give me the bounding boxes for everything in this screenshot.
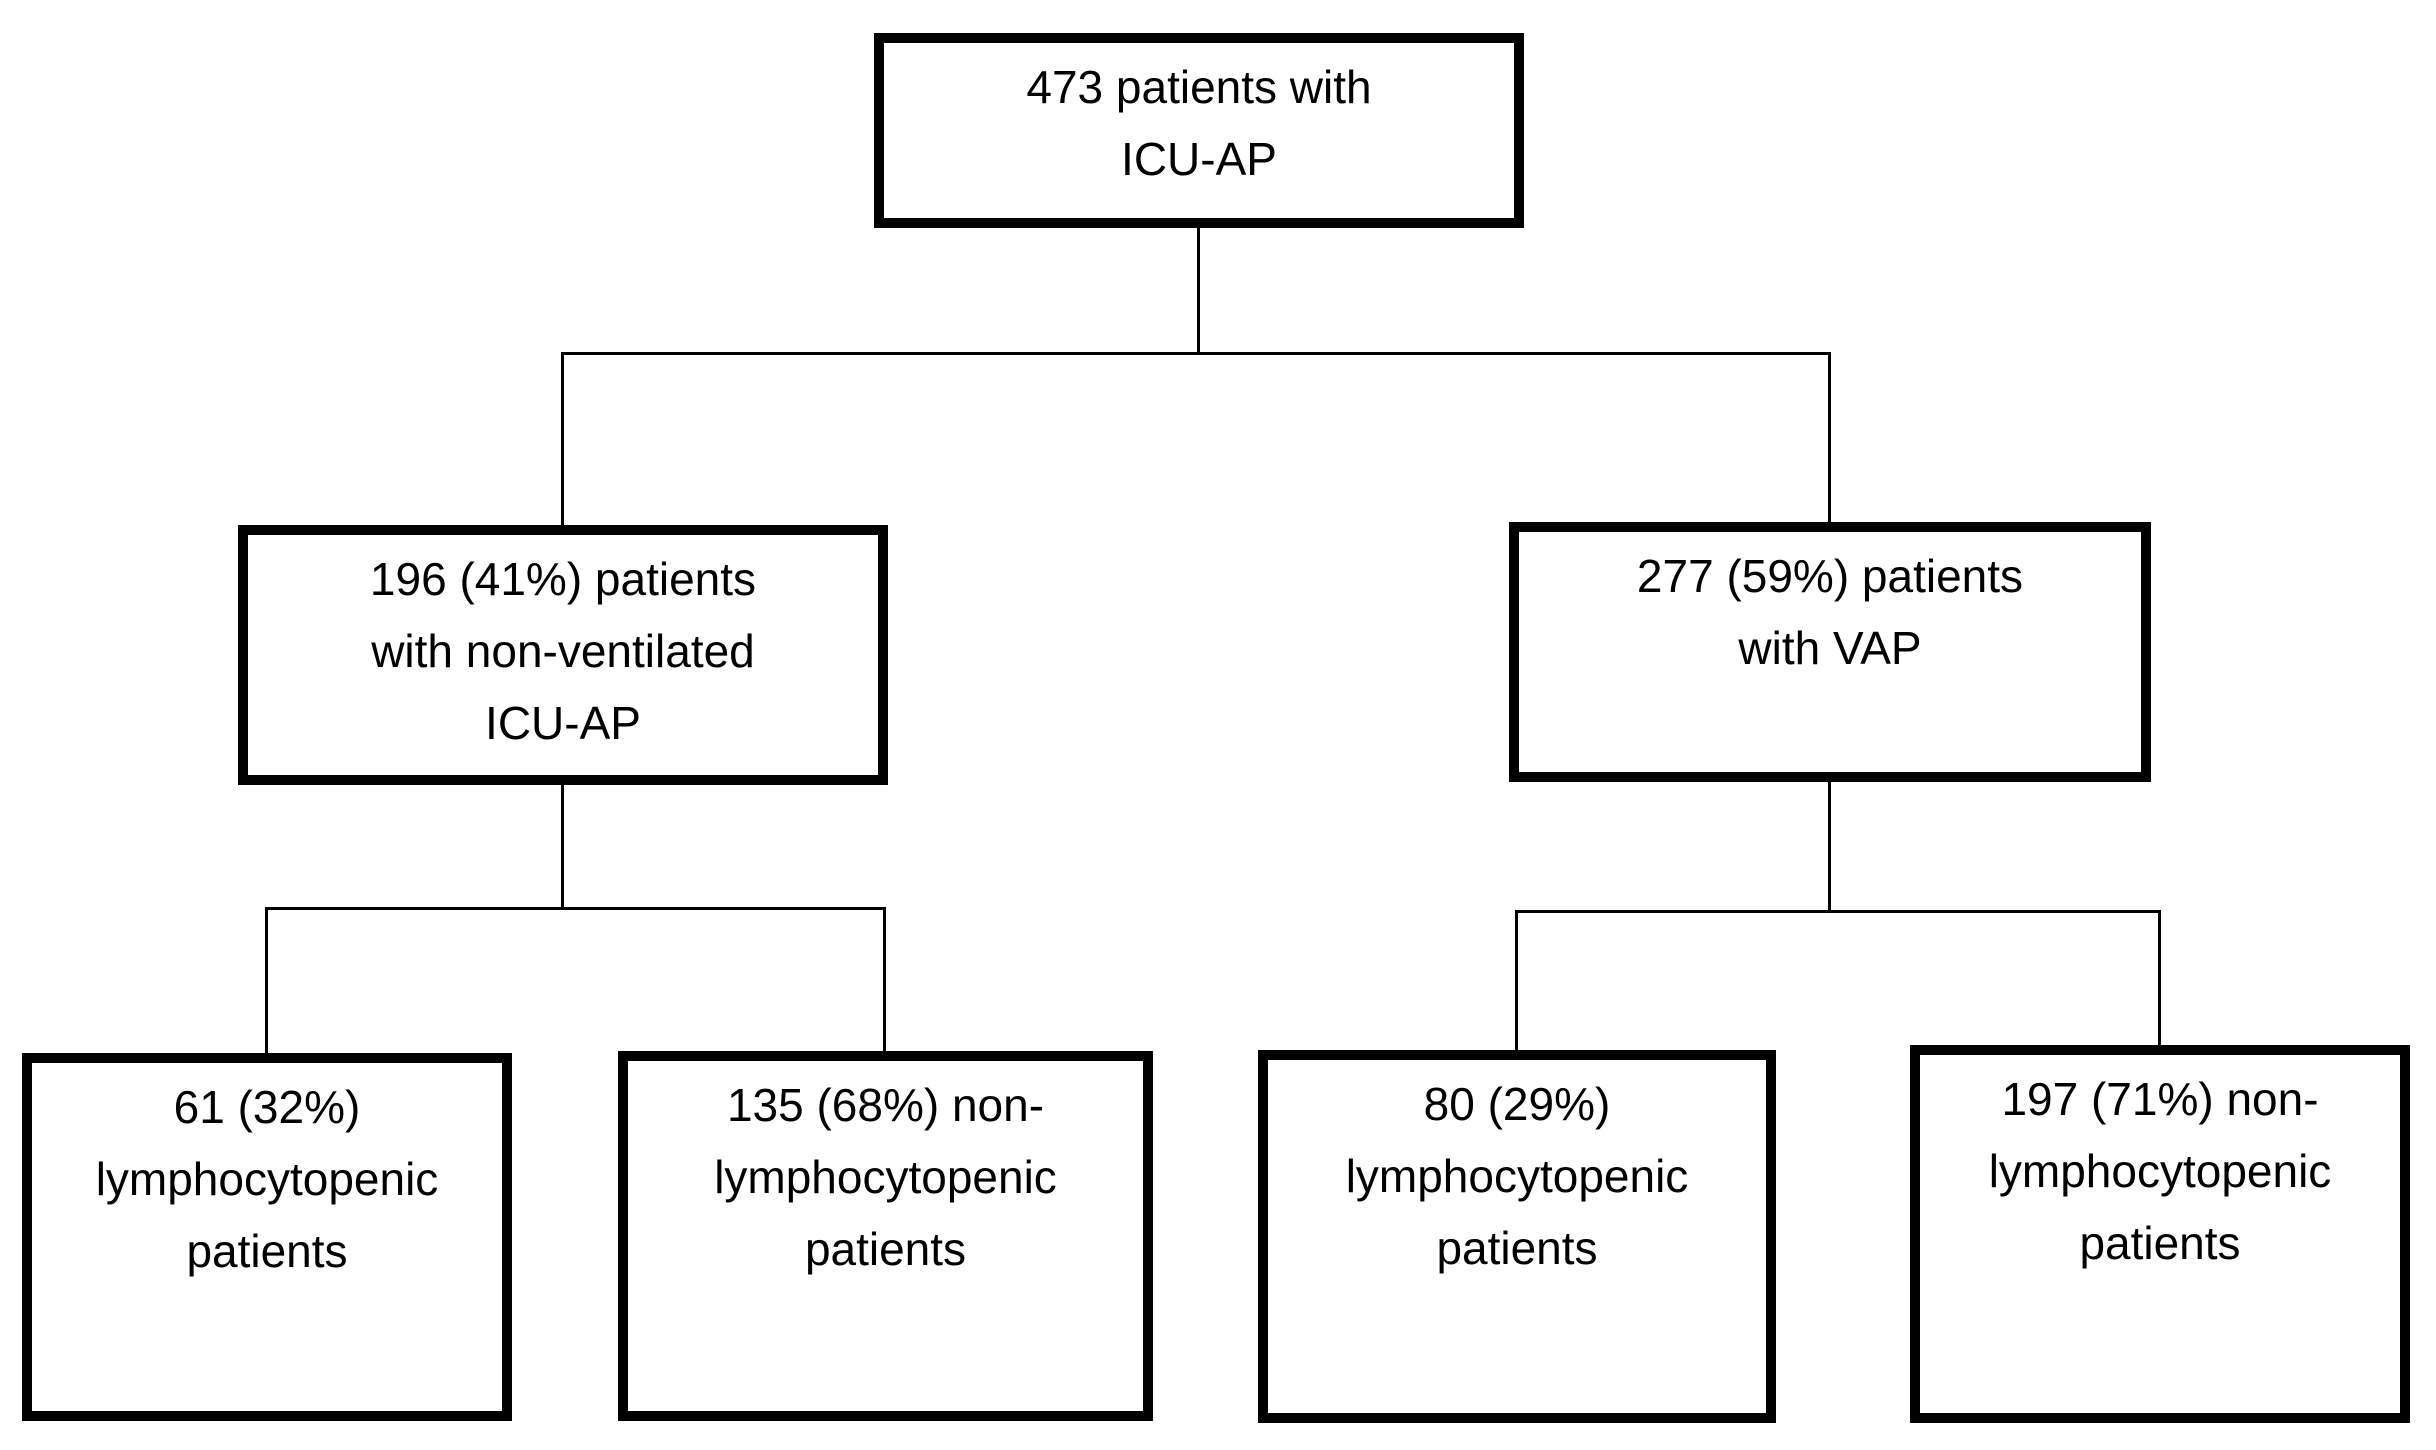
node-text-line: patients <box>804 1223 967 1275</box>
node-text-line: 473 patients with <box>1026 61 1372 113</box>
node-text-line: lymphocytopenic <box>95 1153 439 1205</box>
node-text-line: patients <box>186 1225 348 1277</box>
node-text-line: ICU-AP <box>485 697 641 749</box>
node-text-line: 197 (71%) non- <box>2001 1073 2319 1125</box>
node-text-line: 196 (41%) patients <box>369 553 757 605</box>
flow-node-vap-non-lymphocytopenic: 197 (71%) non- lymphocytopenic patients <box>1910 1045 2410 1423</box>
node-text-line: patients <box>1436 1222 1598 1274</box>
flow-node-vap: 277 (59%) patients with VAP <box>1509 522 2151 782</box>
connector-rail-vap <box>1515 910 2161 913</box>
node-text-line: with VAP <box>1738 622 1922 674</box>
connector-stem-root <box>1197 228 1200 355</box>
node-text-line: lymphocytopenic <box>1345 1150 1689 1202</box>
flow-node-vap-lymphocytopenic: 80 (29%) lymphocytopenic patients <box>1258 1050 1776 1423</box>
connector-stem-nonventilated <box>561 785 564 907</box>
connector-drop-vap-lympho <box>1515 910 1518 1050</box>
connector-stem-vap <box>1828 782 1831 910</box>
connector-drop-nv-lympho <box>265 907 268 1053</box>
flow-node-nv-non-lymphocytopenic: 135 (68%) non- lymphocytopenic patients <box>618 1051 1153 1421</box>
flow-node-nv-lymphocytopenic: 61 (32%) lymphocytopenic patients <box>22 1053 512 1421</box>
connector-drop-vap <box>1828 352 1831 522</box>
node-text-line: 61 (32%) <box>173 1081 361 1133</box>
connector-drop-nv-nonlympho <box>883 907 886 1051</box>
node-text-line: 80 (29%) <box>1423 1078 1611 1130</box>
node-text-line: ICU-AP <box>1121 133 1277 185</box>
node-text-line: 277 (59%) patients <box>1636 550 2024 602</box>
connector-drop-vap-nonlympho <box>2158 910 2161 1045</box>
flow-node-non-ventilated-icu-ap: 196 (41%) patients with non-ventilated I… <box>238 525 888 785</box>
node-text-line: 135 (68%) non- <box>726 1079 1045 1131</box>
node-text-line: lymphocytopenic <box>1988 1145 2332 1197</box>
connector-rail-root <box>561 352 1831 355</box>
connector-rail-nonventilated <box>265 907 886 910</box>
node-text-line: patients <box>2079 1217 2241 1269</box>
node-text-line: with non-ventilated <box>371 625 755 677</box>
connector-drop-nonventilated <box>561 352 564 525</box>
node-text-line: lymphocytopenic <box>714 1151 1057 1203</box>
flow-node-icu-ap-total: 473 patients with ICU-AP <box>874 33 1524 228</box>
